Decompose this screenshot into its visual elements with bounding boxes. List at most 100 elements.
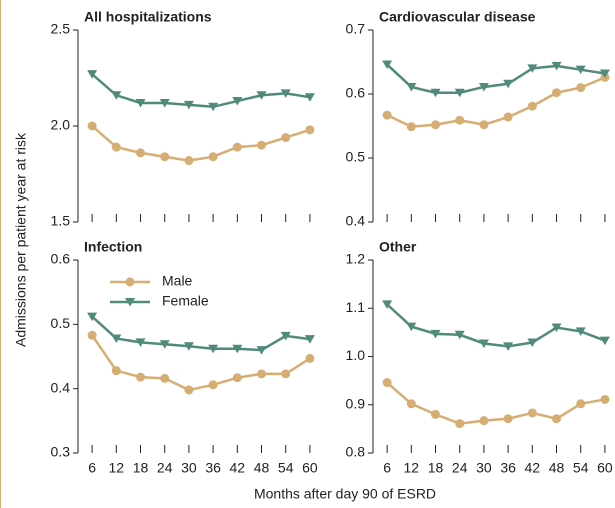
data-point: [159, 340, 170, 349]
y-tick-label: 0.5: [51, 315, 71, 331]
y-tick-label: 0.5: [346, 149, 366, 165]
data-point: [159, 98, 170, 108]
y-tick-label: 0.6: [346, 85, 366, 101]
data-point: [575, 327, 586, 336]
data-point: [111, 91, 122, 100]
y-tick-label: 0.6: [51, 251, 71, 267]
data-point: [87, 70, 98, 79]
data-point: [160, 152, 170, 162]
data-point: [406, 399, 416, 409]
y-tick-label: 1.0: [346, 347, 366, 363]
data-point: [208, 152, 218, 162]
data-point: [280, 331, 291, 341]
data-point: [87, 312, 98, 322]
data-point: [575, 65, 586, 75]
x-tick-label: 42: [525, 460, 541, 476]
legend-marker: [125, 277, 135, 287]
data-point: [454, 330, 465, 340]
x-tick-label: 48: [549, 460, 565, 476]
data-point: [478, 82, 489, 92]
data-point: [551, 323, 562, 333]
data-point: [600, 394, 610, 404]
data-point: [454, 88, 465, 98]
data-point: [256, 346, 267, 355]
y-tick-label: 0.4: [51, 379, 71, 395]
series-line: [91, 125, 311, 162]
data-point: [552, 414, 562, 424]
data-point: [281, 133, 291, 143]
data-point: [208, 380, 218, 390]
data-point: [479, 416, 489, 426]
x-tick-label: 6: [88, 460, 96, 476]
data-point: [382, 60, 393, 70]
data-point: [232, 373, 242, 383]
data-point: [551, 61, 562, 71]
x-tick-label: 60: [597, 460, 613, 476]
data-point: [478, 339, 489, 348]
series-line: [386, 76, 606, 128]
data-point: [406, 122, 416, 132]
data-point: [576, 83, 586, 93]
data-point: [455, 419, 465, 429]
y-tick-label: 0.9: [346, 395, 366, 411]
series-line: [91, 334, 311, 392]
y-tick-label: 0.7: [346, 21, 366, 37]
data-point: [382, 378, 392, 388]
y-tick-label: 0.3: [51, 444, 71, 460]
y-tick-label: 0.4: [346, 213, 366, 229]
data-point: [382, 300, 393, 309]
data-point: [431, 409, 441, 419]
data-point: [527, 64, 538, 73]
y-tick-label: 1.2: [346, 251, 366, 267]
series-line: [91, 315, 311, 352]
y-tick-label: 1.5: [51, 213, 71, 229]
panel-title: Other: [379, 239, 417, 255]
data-point: [232, 142, 242, 152]
data-point: [232, 344, 243, 354]
panel-title: All hospitalizations: [84, 9, 212, 25]
legend-marker: [125, 298, 135, 307]
x-tick-label: 54: [278, 460, 294, 476]
legend-label: Female: [162, 293, 209, 309]
x-tick-label: 18: [133, 460, 149, 476]
x-tick-label: 6: [383, 460, 391, 476]
data-point: [183, 342, 194, 351]
data-point: [135, 338, 146, 347]
data-point: [87, 121, 97, 131]
x-tick-label: 54: [573, 460, 589, 476]
series-line: [386, 303, 606, 348]
x-tick-label: 36: [500, 460, 516, 476]
data-point: [503, 342, 514, 351]
data-point: [527, 101, 537, 111]
data-point: [87, 330, 97, 340]
data-point: [406, 322, 417, 332]
panel-title: Cardiovascular disease: [379, 9, 536, 25]
x-tick-label: 30: [181, 460, 197, 476]
data-point: [281, 369, 291, 379]
data-point: [406, 82, 417, 92]
data-point: [382, 110, 392, 120]
data-point: [503, 414, 513, 424]
y-tick-label: 0.8: [346, 444, 366, 460]
data-point: [304, 93, 315, 102]
x-tick-label: 42: [230, 460, 246, 476]
data-point: [111, 366, 121, 376]
data-point: [208, 102, 219, 112]
data-point: [479, 120, 489, 130]
data-point: [305, 125, 315, 135]
data-point: [184, 385, 194, 395]
data-point: [136, 372, 146, 382]
y-axis-label: Admissions per patient year at risk: [13, 132, 29, 347]
data-point: [527, 408, 537, 418]
x-tick-label: 36: [205, 460, 221, 476]
data-point: [160, 373, 170, 383]
series-line: [386, 63, 606, 94]
y-tick-label: 2.0: [51, 117, 71, 133]
data-point: [256, 91, 267, 100]
data-point: [599, 336, 610, 346]
x-axis-label: Months after day 90 of ESRD: [254, 486, 436, 502]
data-point: [135, 98, 146, 108]
data-point: [503, 112, 513, 122]
